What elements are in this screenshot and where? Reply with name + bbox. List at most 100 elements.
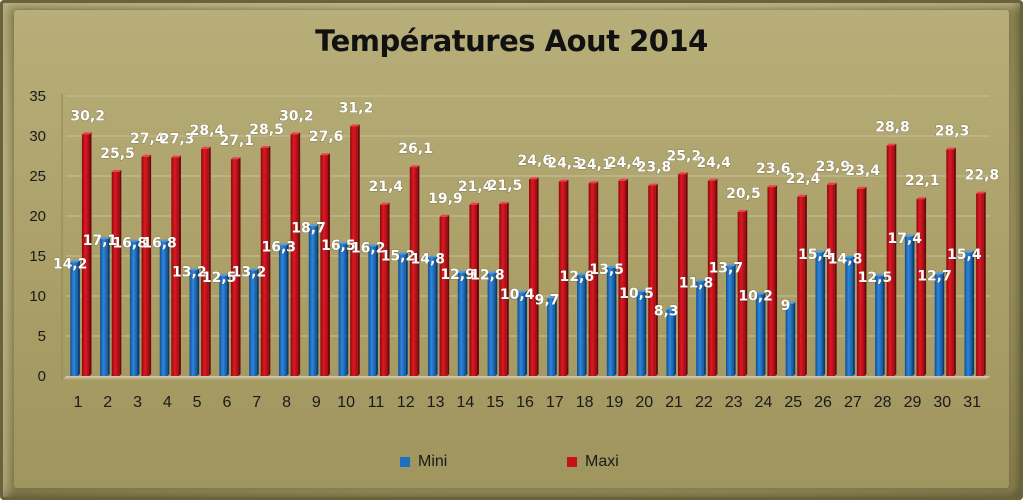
- data-label-mini: 14,8: [411, 252, 446, 268]
- data-label-mini: 8,3: [654, 304, 679, 320]
- bar-side: [775, 185, 778, 376]
- bar-side: [942, 272, 945, 376]
- bar-maxi: [558, 181, 567, 376]
- bar-side: [536, 177, 539, 376]
- bar-side: [89, 132, 92, 376]
- x-tick-label: 5: [193, 394, 202, 411]
- bar-side: [703, 279, 706, 376]
- bar-mini: [278, 245, 287, 376]
- bar-top: [249, 268, 259, 271]
- data-label-maxi: 22,1: [905, 173, 940, 189]
- data-label-mini: 18,7: [291, 220, 326, 236]
- bar-side: [435, 255, 438, 376]
- y-tick-label: 5: [38, 328, 46, 345]
- data-label-maxi: 27,1: [219, 133, 254, 149]
- data-label-maxi: 28,5: [249, 122, 284, 138]
- bar-maxi: [290, 134, 299, 376]
- bar-mini: [904, 236, 913, 376]
- bar-top: [398, 252, 408, 255]
- bar-top: [976, 191, 986, 194]
- bar-maxi: [111, 172, 120, 376]
- bar-mini: [517, 292, 525, 376]
- data-label-mini: 10,2: [738, 288, 773, 304]
- data-label-maxi: 24,4: [607, 155, 642, 171]
- bar-top: [666, 307, 677, 310]
- data-label-mini: 15,4: [947, 247, 982, 263]
- bar-maxi: [767, 187, 776, 376]
- data-label-maxi: 24,6: [518, 153, 553, 169]
- bar-maxi: [588, 183, 597, 376]
- bar-side: [864, 186, 867, 376]
- bar-side: [566, 179, 569, 376]
- bar-top: [696, 279, 706, 282]
- bar-mini: [785, 304, 794, 376]
- bar-side: [119, 170, 122, 376]
- bar-side: [584, 273, 587, 376]
- bar-maxi: [409, 167, 418, 376]
- data-label-mini: 10,4: [500, 287, 535, 303]
- bar-side: [137, 239, 140, 376]
- data-labels: 14,2 30,2 17,1 25,5 16,8 27,4 16,8 27,3 13,2 28,4…: [52, 100, 999, 320]
- bar-top: [171, 155, 181, 158]
- bar-side: [983, 191, 986, 376]
- bar-top: [726, 264, 736, 267]
- legend-label-mini: Mini: [418, 453, 448, 470]
- bar-side: [387, 202, 390, 376]
- data-label-mini: 14,8: [828, 252, 863, 268]
- bar-side: [208, 146, 211, 376]
- bar-side: [882, 274, 885, 376]
- bar-side: [924, 197, 927, 376]
- data-label-maxi: 23,4: [845, 163, 880, 179]
- x-tick-label: 14: [456, 394, 474, 411]
- bar-side: [554, 296, 557, 376]
- bar-top: [517, 290, 527, 293]
- data-label-maxi: 21,5: [488, 178, 523, 194]
- bar-side: [506, 202, 509, 376]
- bar-top: [636, 290, 647, 292]
- data-label-maxi: 21,4: [368, 179, 403, 195]
- bar-maxi: [916, 199, 925, 376]
- bar-maxi: [320, 155, 328, 376]
- x-tick-label: 10: [337, 394, 355, 411]
- bar-maxi: [856, 188, 865, 376]
- chart-floor: [62, 376, 990, 380]
- bar-side: [972, 250, 975, 376]
- data-label-mini: 13,2: [232, 264, 267, 280]
- data-label-maxi: 28,4: [190, 123, 225, 139]
- data-label-mini: 13,7: [709, 260, 744, 276]
- bar-side: [525, 290, 527, 376]
- bar-top: [856, 186, 867, 189]
- bar-mini: [249, 270, 257, 376]
- x-tick-label: 9: [312, 394, 321, 411]
- data-label-mini: 16,3: [261, 240, 296, 256]
- data-label-maxi: 27,6: [309, 129, 344, 145]
- bar-side: [614, 266, 617, 376]
- x-tick-label: 29: [904, 394, 922, 411]
- data-label-mini: 12,9: [440, 267, 475, 283]
- bar-mini: [338, 244, 347, 376]
- bar-side: [644, 290, 647, 376]
- bar-top: [379, 202, 390, 205]
- legend-swatch-mini: [400, 457, 410, 467]
- y-tick-label: 30: [29, 128, 46, 145]
- x-tick-label: 13: [427, 394, 445, 411]
- bar-top: [308, 224, 319, 227]
- bar-side: [674, 307, 677, 376]
- bar-top: [946, 147, 956, 150]
- x-axis: 1 2 3 4 5 6 7 8 9 10 11 12 13 14 15 16 17 18 19 20 21 22 23 24 2…: [73, 394, 981, 411]
- bar-mini: [755, 294, 764, 376]
- data-label-maxi: 30,2: [70, 108, 105, 124]
- x-tick-label: 3: [133, 394, 142, 411]
- data-label-maxi: 27,4: [130, 131, 165, 147]
- chart-title: Températures Aout 2014: [315, 24, 708, 58]
- data-label-maxi: 24,3: [547, 156, 582, 172]
- x-tick-label: 21: [665, 394, 683, 411]
- bar-maxi: [529, 179, 537, 376]
- bar-side: [298, 132, 301, 376]
- bar-maxi: [439, 216, 448, 376]
- bar-top: [737, 210, 748, 212]
- x-tick-label: 19: [606, 394, 624, 411]
- bar-mini: [487, 273, 496, 376]
- bar-top: [934, 272, 945, 275]
